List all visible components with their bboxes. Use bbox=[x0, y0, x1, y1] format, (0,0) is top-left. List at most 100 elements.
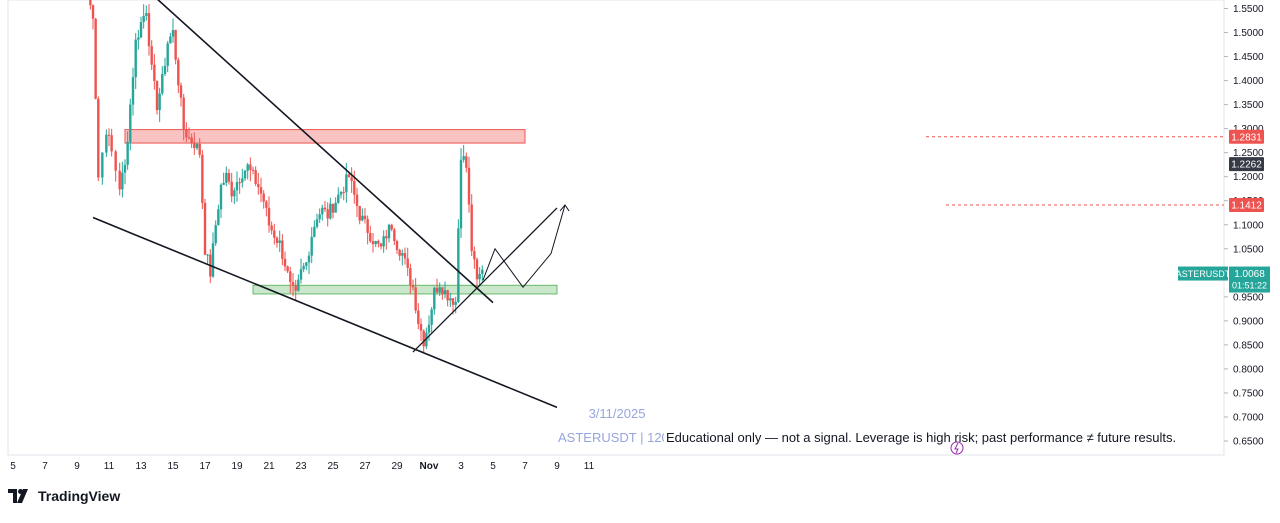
candle-body bbox=[171, 30, 175, 37]
y-tick-label: 1.5500 bbox=[1233, 4, 1264, 15]
x-tick-label: 11 bbox=[104, 461, 115, 472]
candle-body bbox=[331, 203, 335, 213]
candle-body bbox=[163, 65, 167, 75]
candle-body bbox=[101, 152, 104, 178]
candle-body bbox=[305, 262, 308, 266]
candle-body bbox=[481, 269, 484, 274]
candle-body bbox=[443, 290, 447, 295]
x-tick-label: 29 bbox=[391, 461, 403, 472]
candle-body bbox=[473, 251, 476, 260]
candle-body bbox=[155, 81, 159, 111]
candle-body bbox=[363, 215, 367, 220]
alert-icon[interactable] bbox=[950, 441, 964, 455]
y-tick-label: 0.6500 bbox=[1233, 437, 1264, 448]
falling-wedge-lower[interactable] bbox=[92, 216, 558, 409]
candle-body bbox=[243, 170, 247, 179]
candle-body bbox=[297, 279, 300, 291]
plot-border bbox=[7, 0, 1225, 456]
candle-body bbox=[150, 46, 153, 65]
candle-body bbox=[289, 271, 292, 283]
candle-body bbox=[121, 172, 124, 190]
candle-body bbox=[403, 253, 407, 259]
candle-body bbox=[419, 324, 423, 331]
candle-body bbox=[433, 287, 436, 310]
candle-body bbox=[323, 207, 327, 210]
x-tick-label: 13 bbox=[135, 461, 147, 472]
tradingview-logo-icon bbox=[8, 489, 28, 503]
candle-body bbox=[91, 5, 95, 19]
candle-body bbox=[145, 13, 148, 16]
y-tick-label: 0.8000 bbox=[1233, 364, 1264, 375]
candle-body bbox=[462, 156, 465, 160]
candle-body bbox=[251, 169, 255, 171]
candle-body bbox=[422, 330, 425, 347]
projection-path[interactable] bbox=[482, 204, 566, 289]
candle-body bbox=[449, 298, 452, 301]
current-price-text: 1.0068 bbox=[1234, 269, 1265, 280]
candle-body bbox=[137, 37, 140, 40]
falling-wedge-upper[interactable] bbox=[157, 0, 494, 304]
candle-body bbox=[169, 36, 172, 44]
candle-body bbox=[427, 324, 431, 333]
candle-body bbox=[358, 205, 361, 221]
candle-body bbox=[321, 207, 324, 215]
candle-body bbox=[299, 269, 303, 280]
candle-body bbox=[438, 287, 441, 293]
brand-footer: TradingView bbox=[8, 488, 120, 504]
x-tick-label: 3 bbox=[458, 461, 464, 472]
candle-body bbox=[454, 301, 457, 305]
candle-body bbox=[342, 191, 345, 193]
support-zone[interactable] bbox=[252, 284, 558, 295]
candle-body bbox=[131, 77, 135, 105]
candle-body bbox=[377, 240, 380, 244]
candle-body bbox=[225, 172, 228, 183]
symbol-badge-text: ASTERUSDT bbox=[1176, 269, 1231, 279]
candle-body bbox=[355, 194, 359, 206]
x-tick-label: 5 bbox=[490, 461, 496, 472]
candle-body bbox=[211, 243, 215, 277]
x-tick-label: 19 bbox=[231, 461, 243, 472]
x-tick-label: 27 bbox=[359, 461, 371, 472]
candle-body bbox=[174, 30, 177, 60]
x-tick-label: 5 bbox=[10, 461, 16, 472]
watermark: 3/11/2025 ASTERUSDT | 120 bbox=[558, 406, 669, 445]
rising-support[interactable] bbox=[412, 207, 558, 353]
candle-body bbox=[201, 154, 204, 203]
candle-body bbox=[409, 267, 412, 286]
candle-body bbox=[475, 259, 479, 280]
symbol-badge[interactable] bbox=[1178, 266, 1228, 281]
x-tick-label: 7 bbox=[42, 461, 48, 472]
candle-body bbox=[385, 236, 388, 239]
candle-body bbox=[94, 18, 97, 99]
x-tick-label: 7 bbox=[522, 461, 528, 472]
candle-body bbox=[270, 225, 273, 231]
candle-body bbox=[353, 180, 356, 195]
countdown-text: 01:51:22 bbox=[1232, 281, 1267, 291]
resistance-zone[interactable] bbox=[124, 129, 526, 144]
candle-body bbox=[465, 156, 468, 168]
candle-body bbox=[467, 167, 471, 205]
y-tick-label: 0.8500 bbox=[1233, 340, 1264, 351]
watermark-date: 3/11/2025 bbox=[589, 406, 646, 421]
y-tick-label: 0.9000 bbox=[1233, 316, 1264, 327]
candle-body bbox=[406, 258, 409, 268]
candle-body bbox=[390, 224, 393, 230]
candle-body bbox=[441, 287, 444, 295]
y-tick-label: 0.9500 bbox=[1233, 292, 1264, 303]
candle-body bbox=[177, 59, 180, 86]
candle-body bbox=[265, 201, 268, 208]
x-tick-label: 21 bbox=[263, 461, 275, 472]
candle-body bbox=[241, 178, 244, 183]
y-tick-label: 0.7000 bbox=[1233, 412, 1264, 423]
x-tick-label: 17 bbox=[199, 461, 211, 472]
x-tick-label: 9 bbox=[554, 461, 560, 472]
x-tick-label: 23 bbox=[295, 461, 307, 472]
candle-body bbox=[182, 97, 185, 130]
candle-body bbox=[193, 143, 196, 149]
candle-body bbox=[374, 240, 377, 245]
price-label-text: 1.1412 bbox=[1231, 200, 1262, 211]
price-label-text: 1.2262 bbox=[1231, 160, 1262, 171]
candle-body bbox=[267, 207, 271, 226]
